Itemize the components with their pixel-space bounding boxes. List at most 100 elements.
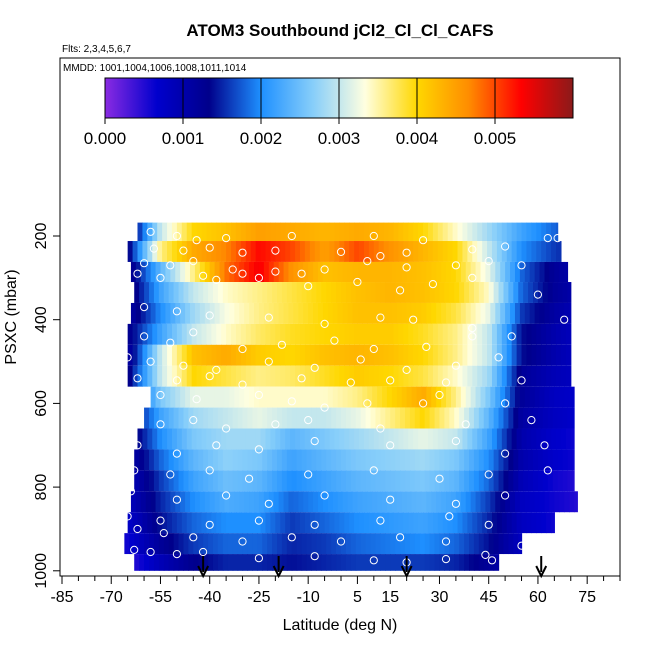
heatmap-cell [293,261,299,283]
heatmap-cell [424,554,431,571]
heatmap-cell [424,407,431,429]
heatmap-cell [208,533,214,555]
heatmap-cell [409,449,416,471]
sample-point [172,495,181,504]
sample-point [517,541,526,550]
heatmap-cell [405,533,411,555]
heatmap-cell [342,302,349,324]
heatmap-cell [388,344,395,366]
heatmap-cell [245,512,252,534]
heatmap-cell [528,407,534,429]
heatmap-cell [473,470,480,492]
heatmap-cell [219,261,226,283]
heatmap-cell [336,407,342,429]
heatmap-cell [382,386,388,408]
heatmap-cell [173,554,180,571]
heatmap-cell [475,386,482,408]
heatmap-cell [408,344,414,366]
heatmap-cell [424,533,431,555]
heatmap-cell [437,222,444,242]
heatmap-cell [511,222,518,242]
heatmap-cell [237,554,244,571]
heatmap-cell [564,302,570,324]
heatmap-cell [304,241,311,262]
heatmap-cell [414,470,421,492]
heatmap-cell [299,512,306,534]
sample-point [304,282,313,291]
heatmap-cell [395,449,401,471]
heatmap-cell [318,386,324,408]
heatmap-cell [434,282,441,303]
heatmap-cell [137,222,144,242]
heatmap-cell [378,512,385,534]
heatmap-cell [147,512,153,534]
heatmap-cell [528,282,534,303]
heatmap-cell [414,407,421,429]
heatmap-cell [201,323,208,345]
sample-point [205,520,214,529]
heatmap-cell [429,533,436,555]
heatmap-cell [488,470,495,492]
x-tick-label: -25 [247,589,270,606]
heatmap-cell [390,407,396,429]
heatmap-cell [419,554,426,571]
heatmap-cell [331,449,337,471]
heatmap-cell [178,407,185,429]
heatmap-cell [426,302,432,324]
heatmap-cell [449,470,455,492]
heatmap-cell [363,365,370,387]
heatmap-cell [183,554,189,571]
heatmap-cell [299,365,306,387]
heatmap-cell [411,386,418,408]
heatmap-cell [408,222,414,242]
heatmap-cell [454,554,460,571]
heatmap-cell [378,365,385,387]
heatmap-cell [426,491,432,513]
heatmap-cell [188,554,194,571]
heatmap-cell [349,512,355,534]
heatmap-cell [152,241,158,262]
heatmap-cell [232,533,239,555]
heatmap-cell [339,365,345,387]
sample-point [245,474,254,483]
heatmap-cell [132,365,139,387]
heatmap-cell [286,554,293,571]
heatmap-cell [217,533,224,555]
heatmap-cell [139,554,145,571]
heatmap-cell [199,302,206,324]
x-tick-label: 15 [381,589,399,606]
heatmap-cell [276,533,283,555]
heatmap-cell [449,407,455,429]
sample-point [310,552,319,561]
heatmap-cell [401,491,408,513]
heatmap-cell [280,428,286,450]
heatmap-cell [359,428,365,450]
heatmap-cell [263,302,270,324]
heatmap-cell [498,533,505,555]
heatmap-cell [446,302,452,324]
heatmap-cell [462,222,468,242]
heatmap-cell [193,470,199,492]
heatmap-cell [450,386,457,408]
heatmap-cell [368,222,375,242]
heatmap-cell [531,222,537,242]
heatmap-cell [344,512,350,534]
heatmap-cell [513,470,519,492]
heatmap-cell [403,241,409,262]
heatmap-cell [498,282,505,303]
heatmap-cell [472,365,478,387]
heatmap-cell [295,241,301,262]
heatmap-cell [209,491,216,513]
heatmap-cell [434,554,441,571]
heatmap-cell [541,365,547,387]
heatmap-cell [360,554,367,571]
heatmap-cell [319,323,326,345]
heatmap-cell [334,512,340,534]
heatmap-cell [432,241,439,262]
heatmap-cell [322,261,329,283]
heatmap-cell [478,533,485,555]
heatmap-cell [373,428,380,450]
heatmap-cell [565,428,572,450]
colorbar-tick-label: 0.002 [240,129,283,148]
heatmap-cell [432,323,439,345]
